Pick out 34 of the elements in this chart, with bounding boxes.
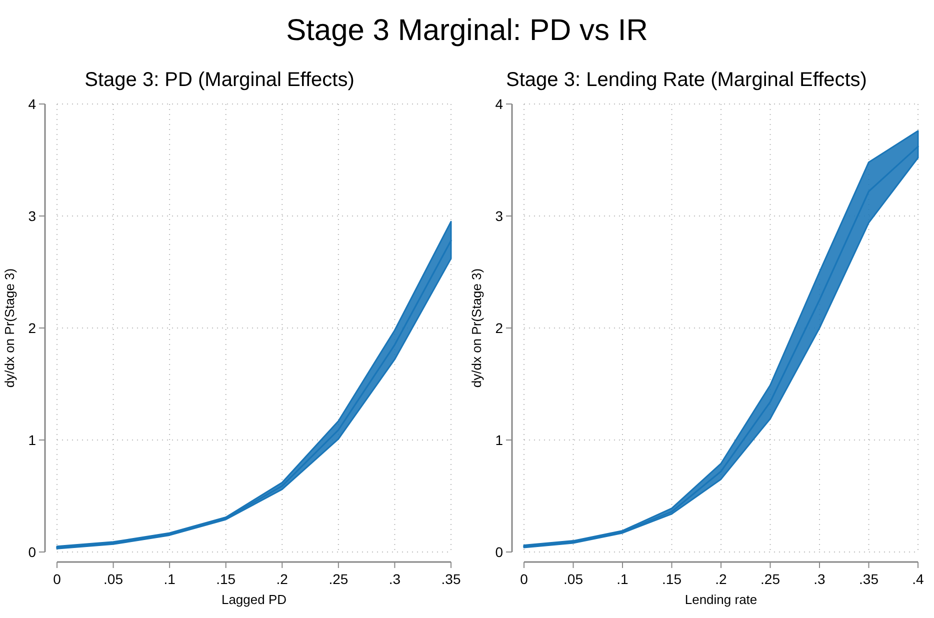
- x-tick-label: .3: [814, 571, 826, 587]
- y-axis-title: dy/dx on Pr(Stage 3): [2, 268, 17, 388]
- x-tick-label: .05: [104, 571, 124, 587]
- x-tick-label: .1: [616, 571, 629, 587]
- x-tick-label: .25: [760, 571, 780, 587]
- x-tick-label: .25: [328, 571, 348, 587]
- x-tick-label: .2: [276, 571, 288, 587]
- x-tick-label: .15: [216, 571, 236, 587]
- x-axis-title: Lagged PD: [221, 592, 287, 607]
- x-tick-label: .35: [441, 571, 461, 587]
- y-tick-label: 3: [28, 208, 36, 224]
- x-tick-label: .4: [912, 571, 924, 587]
- y-tick-label: 4: [495, 96, 504, 112]
- x-tick-label: .2: [715, 571, 728, 587]
- y-tick-label: 1: [495, 432, 504, 448]
- chart-title: Stage 3: Lending Rate (Marginal Effects): [506, 69, 867, 91]
- x-tick-label: .1: [164, 571, 176, 587]
- text: Stage 3 Marginal: PD vs IR: [286, 14, 648, 47]
- x-tick-label: .05: [564, 571, 584, 587]
- x-tick-label: 0: [520, 571, 528, 587]
- y-tick-label: 1: [28, 432, 36, 448]
- x-axis-title: Lending rate: [684, 592, 758, 607]
- y-tick-label: 0: [495, 544, 504, 560]
- y-tick-label: 2: [495, 320, 504, 336]
- y-tick-label: 3: [495, 208, 504, 224]
- y-tick-label: 4: [28, 96, 36, 112]
- y-tick-label: 2: [28, 320, 36, 336]
- y-tick-label: 0: [28, 544, 36, 560]
- x-tick-label: .35: [859, 571, 879, 587]
- x-tick-label: .15: [662, 571, 682, 587]
- x-tick-label: 0: [53, 571, 62, 587]
- y-axis-title: dy/dx on Pr(Stage 3): [469, 268, 484, 388]
- chart-title: Stage 3: PD (Marginal Effects): [84, 69, 354, 91]
- x-tick-label: .3: [388, 571, 401, 587]
